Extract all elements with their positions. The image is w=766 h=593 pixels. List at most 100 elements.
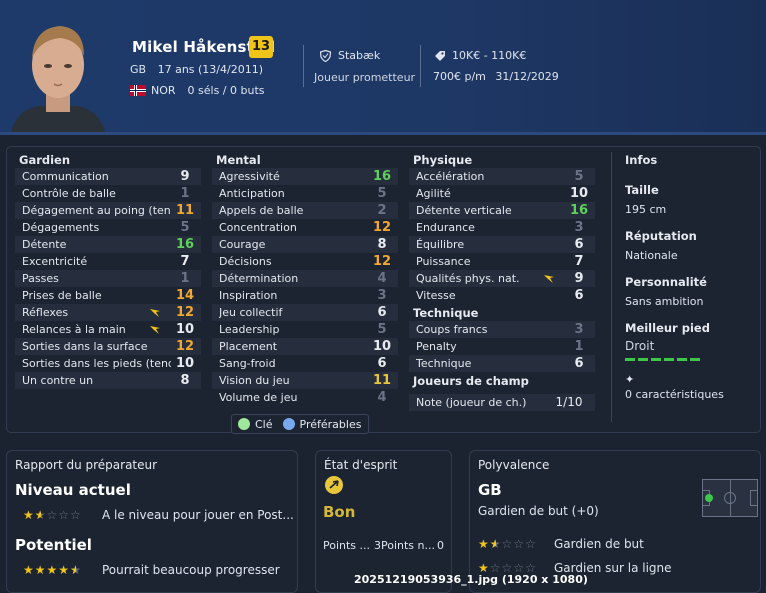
- attribute-label: Équilibre: [416, 238, 465, 251]
- attribute-row[interactable]: Puissance 7: [409, 253, 595, 270]
- attribute-value: 3: [574, 220, 584, 235]
- attribute-row[interactable]: Jeu collectif 6: [212, 304, 398, 321]
- attribute-value: 14: [175, 288, 195, 303]
- attribute-row[interactable]: Qualités phys. nat. 9: [409, 270, 595, 287]
- attribute-row[interactable]: Accélération 5: [409, 168, 595, 185]
- personality-value[interactable]: Sans ambition: [625, 295, 704, 308]
- attribute-row[interactable]: Agilité 10: [409, 185, 595, 202]
- attribute-row[interactable]: Agressivité 16: [212, 168, 398, 185]
- attribute-label: Vision du jeu: [219, 374, 290, 387]
- header-divider: [303, 45, 304, 87]
- attribute-value: 16: [175, 237, 195, 252]
- attribute-row[interactable]: Sorties dans la surface 12: [15, 338, 201, 355]
- role-label[interactable]: Gardien de but: [554, 537, 644, 551]
- reputation-label: Réputation: [625, 229, 697, 243]
- shield-icon: [320, 49, 331, 62]
- foot-value: Droit: [625, 339, 655, 353]
- attribute-value: 8: [377, 237, 387, 252]
- attribute-row[interactable]: Inspiration 3: [212, 287, 398, 304]
- versatility-position: GB: [478, 481, 502, 499]
- attribute-row[interactable]: Concentration 12: [212, 219, 398, 236]
- transfer-value: 10K€ - 110K€: [434, 49, 526, 62]
- role-label[interactable]: Gardien sur la ligne: [554, 561, 672, 575]
- attribute-row[interactable]: Décisions 12: [212, 253, 398, 270]
- attribute-label: Accélération: [416, 170, 485, 183]
- attribute-label: Prises de balle: [22, 289, 102, 302]
- attribute-row[interactable]: Prises de balle 14: [15, 287, 201, 304]
- personality-label: Personnalité: [625, 275, 707, 289]
- player-position: GB: [130, 63, 147, 76]
- attribute-row[interactable]: Relances à la main 10: [15, 321, 201, 338]
- attribute-row[interactable]: Équilibre 6: [409, 236, 595, 253]
- attribute-value: 7: [574, 254, 584, 269]
- reputation-value: Nationale: [625, 249, 678, 262]
- club-link[interactable]: Stabæk: [320, 49, 380, 62]
- traits-count[interactable]: 0 caractéristiques: [625, 388, 724, 401]
- coach-report-title[interactable]: Rapport du préparateur: [15, 458, 158, 472]
- attribute-row[interactable]: Détente verticale 16: [409, 202, 595, 219]
- attribute-row[interactable]: Appels de balle 2: [212, 202, 398, 219]
- attribute-row[interactable]: Vision du jeu 11: [212, 372, 398, 389]
- contract-info: 700€ p/m 31/12/2029: [433, 70, 559, 83]
- attribute-row[interactable]: Dégagements 5: [15, 219, 201, 236]
- attribute-row[interactable]: Coups francs 3: [409, 321, 595, 338]
- versatility-title[interactable]: Polyvalence: [478, 458, 550, 472]
- physique-title: Physique: [413, 153, 473, 167]
- current-ability-badge: 13: [249, 36, 273, 58]
- attribute-value: 12: [372, 220, 392, 235]
- attribute-value: 9: [180, 169, 190, 184]
- info-column: Infos Taille 195 cm Réputation Nationale…: [611, 152, 756, 422]
- attribute-row[interactable]: Excentricité 7: [15, 253, 201, 270]
- outfield-rating-row[interactable]: Note (joueur de ch.) 1/10: [409, 394, 595, 411]
- attribute-row[interactable]: Sorties dans les pieds (tendance) 10: [15, 355, 201, 372]
- attribute-row[interactable]: Technique 6: [409, 355, 595, 372]
- attribute-label: Jeu collectif: [219, 306, 283, 319]
- attribute-value: 2: [377, 203, 387, 218]
- player-nation-row: NOR 0 séls / 0 buts: [130, 84, 265, 97]
- attribute-row[interactable]: Contrôle de balle 1: [15, 185, 201, 202]
- attribute-value: 16: [372, 169, 392, 184]
- attribute-value: 10: [569, 186, 589, 201]
- attribute-value: 8: [180, 373, 190, 388]
- attribute-label: Dégagement au poing (tendance): [22, 204, 171, 217]
- rising-arrow-icon: [150, 326, 160, 334]
- attribute-row[interactable]: Endurance 3: [409, 219, 595, 236]
- attribute-value: 6: [377, 305, 387, 320]
- legend-preferred[interactable]: Préférables: [299, 417, 362, 431]
- attribute-row[interactable]: Volume de jeu 4: [212, 389, 398, 406]
- attribute-row[interactable]: Courage 8: [212, 236, 398, 253]
- sparkle-icon: ✦: [625, 373, 635, 386]
- height-label: Taille: [625, 183, 659, 197]
- attribute-row[interactable]: Dégagement au poing (tendance) 11: [15, 202, 201, 219]
- attribute-row[interactable]: Communication 9: [15, 168, 201, 185]
- attribute-label: Décisions: [219, 255, 272, 268]
- info-title: Infos: [625, 153, 658, 167]
- attribute-row[interactable]: Réflexes 12: [15, 304, 201, 321]
- attribute-row[interactable]: Un contre un 8: [15, 372, 201, 389]
- attribute-row[interactable]: Détermination 4: [212, 270, 398, 287]
- attribute-value: 7: [180, 254, 190, 269]
- attribute-value: 9: [574, 271, 584, 286]
- value-range: 10K€ - 110K€: [452, 49, 527, 62]
- attribute-label: Réflexes: [22, 306, 69, 319]
- versatility-panel: Polyvalence GB Gardien de but (+0) ★★★☆☆…: [469, 450, 761, 593]
- attribute-value: 12: [372, 254, 392, 269]
- attribute-row[interactable]: Détente 16: [15, 236, 201, 253]
- attribute-row[interactable]: Leadership 5: [212, 321, 398, 338]
- attribute-row[interactable]: Vitesse 6: [409, 287, 595, 304]
- attribute-value: 5: [377, 186, 387, 201]
- attribute-row[interactable]: Anticipation 5: [212, 185, 398, 202]
- rising-arrow-icon: [544, 275, 554, 283]
- current-level-stars: ★★★☆☆☆: [23, 508, 82, 522]
- attribute-row[interactable]: Passes 1: [15, 270, 201, 287]
- attribute-row[interactable]: Penalty 1: [409, 338, 595, 355]
- attribute-label: Appels de balle: [219, 204, 304, 217]
- legend-key[interactable]: Clé: [255, 417, 273, 431]
- attribute-row[interactable]: Sang-froid 6: [212, 355, 398, 372]
- attribute-row[interactable]: Placement 10: [212, 338, 398, 355]
- player-nation[interactable]: NOR: [151, 84, 176, 97]
- state-of-mind-title[interactable]: État d'esprit: [324, 458, 398, 472]
- attribute-value: 3: [377, 288, 387, 303]
- points-a: Points ...: [323, 539, 371, 552]
- attribute-label: Volume de jeu: [219, 391, 298, 404]
